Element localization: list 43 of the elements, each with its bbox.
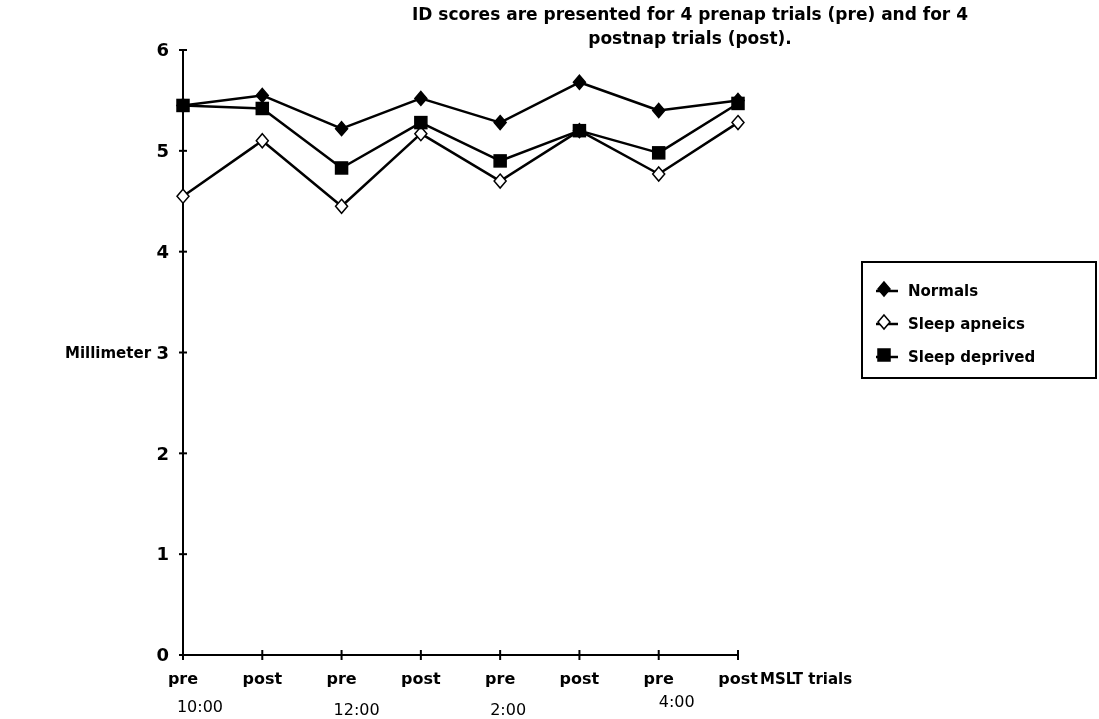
x-tick-label: pre: [485, 669, 516, 688]
point: [176, 188, 190, 204]
y-tick-label: 3: [156, 341, 169, 363]
point: [572, 74, 587, 91]
text: 10:00: [176, 697, 224, 716]
point: [414, 90, 428, 107]
point: [255, 133, 270, 149]
y-tick-label: 1: [156, 543, 169, 565]
point: [731, 114, 745, 131]
point: [334, 198, 349, 215]
x-tick-label: post: [242, 669, 283, 688]
x-tick-label: pre: [326, 669, 357, 688]
x-tick-label: pre: [643, 669, 674, 688]
point: [731, 96, 745, 111]
y-tick-label: 0: [156, 644, 169, 666]
x-axis-title: MSLT trials: [760, 670, 853, 688]
point: [651, 102, 666, 119]
point: [255, 87, 270, 104]
point: [334, 161, 349, 175]
x-tick-label: post: [718, 669, 759, 688]
text: 4:00: [658, 692, 695, 711]
legend-label: Sleep apneics: [908, 315, 1025, 334]
y-tick-label: 4: [156, 240, 169, 262]
point: [334, 120, 349, 137]
x-tick-label: post: [559, 669, 600, 688]
point: [493, 154, 507, 168]
x-tick-label: pre: [167, 669, 199, 688]
point: [493, 173, 507, 189]
text: 2:00: [490, 700, 527, 719]
text: 12:00: [333, 700, 380, 719]
point: [493, 114, 507, 131]
y-axis-title: Millimeter: [65, 343, 152, 362]
y-tick-label: 6: [156, 39, 169, 61]
point: [255, 101, 270, 116]
point: [414, 115, 428, 130]
legend-label: Sleep deprived: [908, 348, 1036, 367]
point: [651, 146, 666, 160]
legend-label: Normals: [908, 282, 979, 301]
x-tick-label: post: [401, 669, 442, 688]
y-tick-label: 5: [156, 140, 169, 162]
chart-title: ID scores are presented for 4 prenap trials (pre) and for 4 postnap trials (post).: [411, 4, 969, 48]
point: [651, 166, 666, 182]
y-tick-label: 2: [156, 442, 169, 464]
